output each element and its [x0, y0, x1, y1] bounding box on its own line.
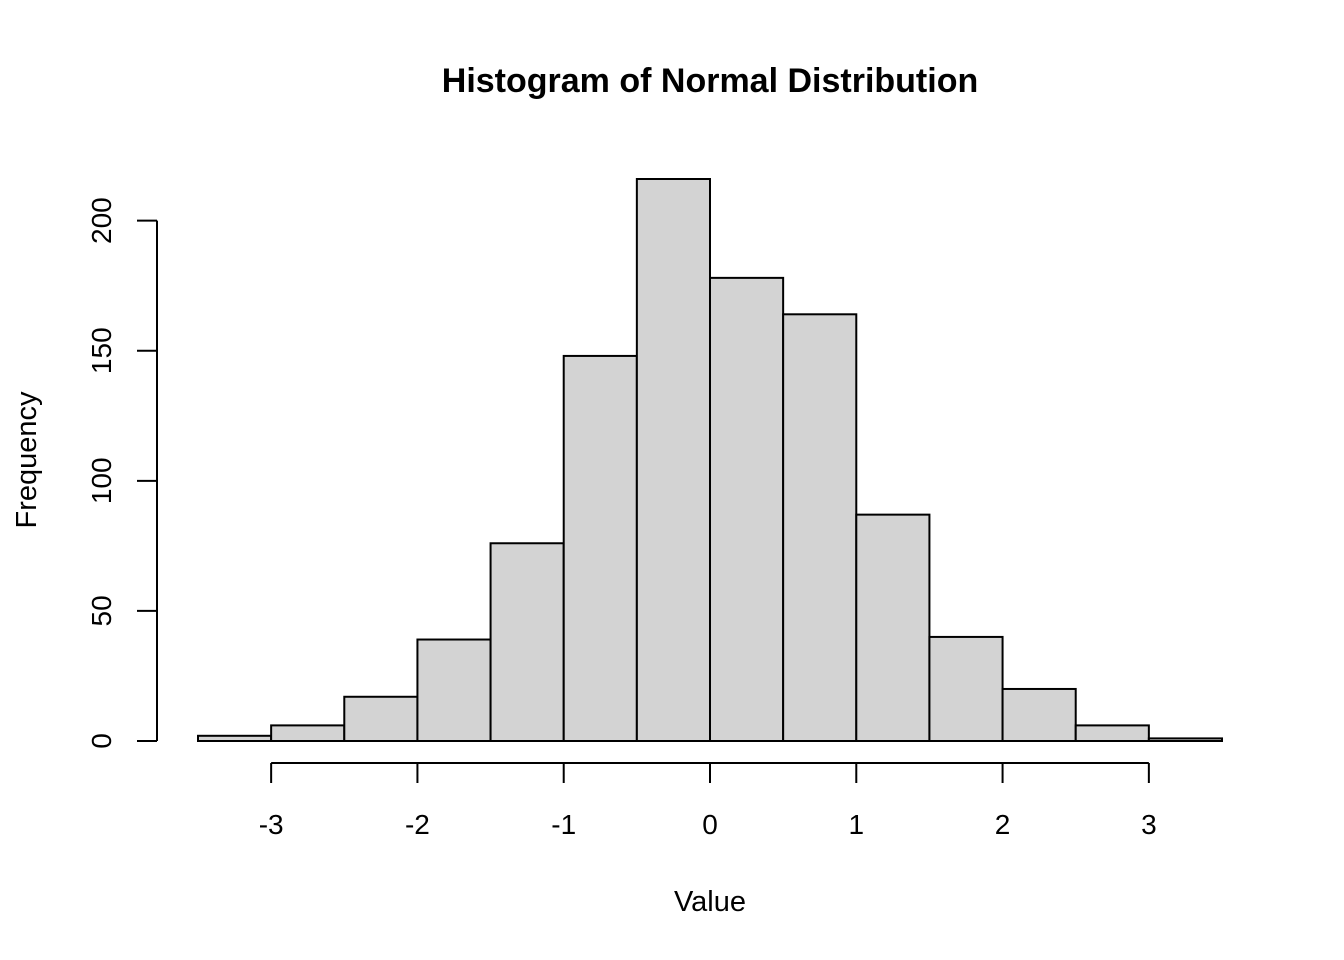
y-tick-label: 100: [86, 457, 117, 504]
x-axis: -3 -2 -1 0 1 2 3: [259, 762, 1157, 840]
histogram-bar: [635, 178, 711, 742]
chart-title: Histogram of Normal Distribution: [442, 62, 978, 100]
x-tick-label: -1: [551, 809, 576, 840]
y-tick-label: 50: [86, 595, 117, 626]
histogram-bar: [1074, 724, 1150, 743]
bars-group: [197, 178, 1224, 743]
histogram-bar: [782, 313, 858, 742]
histogram-bar: [562, 354, 638, 742]
x-tick-label: -2: [405, 809, 430, 840]
x-tick-label: 0: [702, 809, 718, 840]
x-tick-label: -3: [259, 809, 284, 840]
histogram-bar: [489, 542, 565, 743]
x-tick-label: 3: [1141, 809, 1157, 840]
y-tick-label: 0: [86, 733, 117, 749]
histogram-bar: [1147, 737, 1224, 742]
histogram-bar: [343, 695, 419, 742]
y-axis-label: Frequency: [11, 391, 43, 529]
x-tick-label: 1: [848, 809, 864, 840]
x-axis-label: Value: [674, 886, 746, 918]
y-tick-label: 200: [86, 197, 117, 244]
histogram-bar: [1001, 687, 1077, 742]
y-axis: 0 50 100 150 200: [86, 197, 158, 749]
histogram-bar: [709, 276, 785, 742]
histogram-bar: [270, 724, 346, 743]
histogram-bar: [855, 513, 931, 743]
histogram-bar: [197, 734, 273, 743]
y-tick-label: 150: [86, 327, 117, 374]
histogram-bar: [928, 635, 1004, 742]
x-tick-label: 2: [995, 809, 1011, 840]
histogram-bar: [416, 638, 492, 742]
